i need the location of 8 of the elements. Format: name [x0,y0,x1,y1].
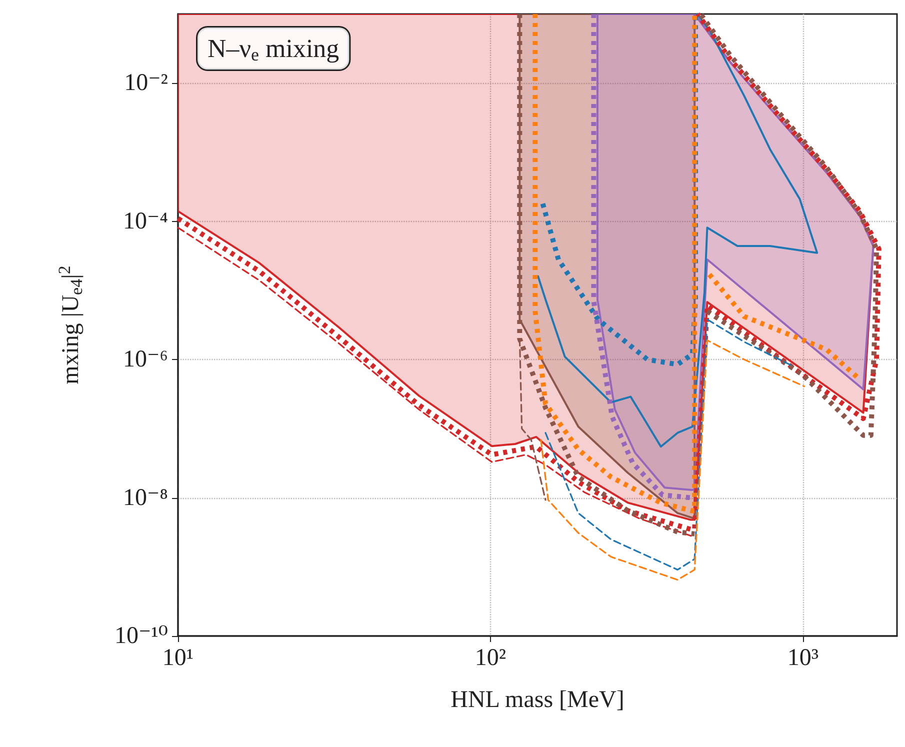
y-tick-label: 10⁻⁶ [122,346,168,373]
y-tick-label: 10⁻² [124,70,168,96]
y-axis-title: mxing |Ue4|2 [55,266,86,384]
y-tick-label: 10⁻⁴ [122,208,168,234]
x-axis-title: HNL mass [MeV] [450,687,624,713]
x-tick-label: 10³ [787,645,819,671]
x-tick-label: 10² [474,645,506,671]
y-tick-label: 10⁻⁸ [122,484,168,511]
